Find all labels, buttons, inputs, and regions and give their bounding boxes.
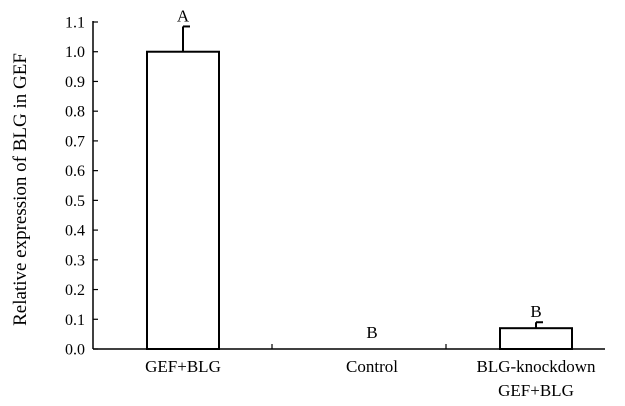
significance-letter: B xyxy=(366,323,377,342)
x-tick-label: Control xyxy=(346,357,398,376)
x-tick-label: GEF+BLG xyxy=(498,381,574,400)
significance-letter: A xyxy=(177,6,190,25)
bar xyxy=(499,327,573,351)
error-bars xyxy=(182,25,543,329)
y-tick-label: 0.1 xyxy=(65,312,85,329)
y-tick-label: 0.5 xyxy=(65,193,85,210)
y-tick-label: 0.6 xyxy=(65,163,85,180)
x-axis: GEF+BLG Control BLG-knockdown GEF+BLG xyxy=(93,344,605,400)
y-axis: 0.0 0.1 0.2 0.3 0.4 0.5 0.6 0.7 0.8 0.9 1.0 1.1 xyxy=(65,15,98,359)
y-tick-label: 0.8 xyxy=(65,104,85,121)
bar xyxy=(146,50,220,351)
significance-letter: B xyxy=(530,302,541,321)
y-tick-label: 0.9 xyxy=(65,74,85,91)
y-tick-label: 0.4 xyxy=(65,223,85,240)
y-tick-label: 0.7 xyxy=(65,133,85,150)
bars xyxy=(146,50,573,351)
y-tick-label: 1.1 xyxy=(65,15,85,32)
y-tick-label: 1.0 xyxy=(65,44,85,61)
x-tick-label: GEF+BLG xyxy=(145,357,221,376)
y-axis-label: Relative expression of BLG in GEF xyxy=(10,53,31,326)
y-tick-label: 0.3 xyxy=(65,252,85,269)
x-tick-label: BLG-knockdown xyxy=(477,357,596,376)
y-tick-label: 0.2 xyxy=(65,282,85,299)
y-tick-label: 0.0 xyxy=(65,342,85,359)
significance-labels: A B B xyxy=(177,6,542,342)
